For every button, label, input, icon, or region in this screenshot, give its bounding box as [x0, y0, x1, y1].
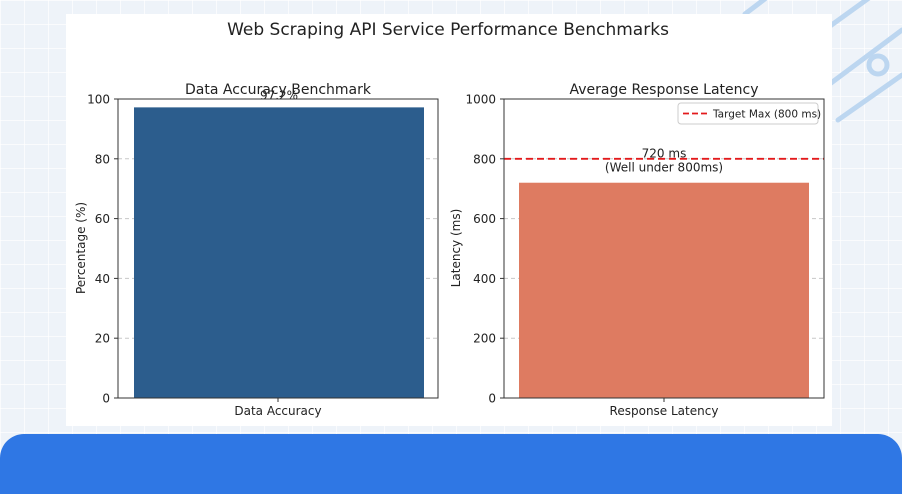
figure-title: Web Scraping API Service Performance Ben…	[227, 20, 669, 40]
bottom-banner	[0, 434, 902, 494]
accuracy-bar	[134, 107, 424, 398]
y-tick-label: 60	[95, 212, 110, 226]
y-tick-label: 0	[102, 392, 110, 406]
y-tick-label: 80	[95, 152, 110, 166]
legend-label: Target Max (800 ms)	[712, 109, 821, 121]
y-tick-label: 0	[488, 392, 496, 406]
latency-note-label: (Well under 800ms)	[605, 161, 723, 175]
y-tick-label: 100	[87, 93, 110, 107]
accuracy-y-ticks: 0 20 40 60 80 100	[87, 93, 118, 406]
latency-chart-title: Average Response Latency	[570, 82, 759, 98]
y-tick-label: 600	[473, 212, 496, 226]
latency-x-tick-label: Response Latency	[610, 404, 719, 418]
latency-y-axis-label: Latency (ms)	[449, 209, 463, 288]
y-tick-label: 20	[95, 332, 110, 346]
latency-legend: Target Max (800 ms)	[677, 102, 821, 125]
y-tick-label: 1000	[465, 93, 496, 107]
accuracy-panel: Data Accuracy Benchmark 97.2% 0 20 40 60 80 1…	[74, 82, 439, 418]
y-tick-label: 800	[473, 152, 496, 166]
chart-canvas: Web Scraping API Service Performance Ben…	[74, 20, 825, 418]
accuracy-data-label: 97.2%	[260, 88, 298, 102]
latency-value-label: 720 ms	[642, 147, 687, 161]
y-tick-label: 200	[473, 332, 496, 346]
latency-y-ticks: 0 200 400 600 800 1000	[465, 93, 504, 406]
y-tick-label: 400	[473, 272, 496, 286]
accuracy-x-tick-label: Data Accuracy	[234, 404, 321, 418]
latency-bar	[519, 182, 809, 398]
legend-box	[677, 102, 819, 125]
latency-panel: Average Response Latency 720 ms (Well un…	[449, 82, 825, 418]
accuracy-chart-title: Data Accuracy Benchmark	[185, 82, 372, 98]
y-tick-label: 40	[95, 272, 110, 286]
chart-figure: Web Scraping API Service Performance Ben…	[66, 14, 832, 426]
accuracy-y-axis-label: Percentage (%)	[74, 202, 88, 294]
